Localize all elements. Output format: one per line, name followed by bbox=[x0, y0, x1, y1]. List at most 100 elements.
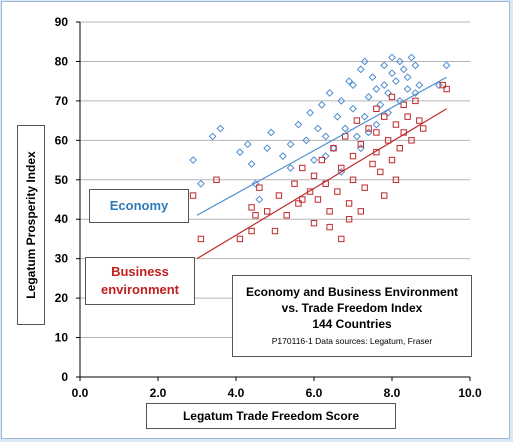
business-environment-point bbox=[349, 152, 357, 160]
business-environment-point bbox=[330, 145, 337, 152]
economy-point bbox=[384, 89, 393, 97]
business-environment-point bbox=[404, 113, 411, 120]
economy-point bbox=[411, 61, 420, 70]
business-environment-point bbox=[338, 164, 345, 172]
economy-point bbox=[345, 77, 354, 86]
economy-point bbox=[317, 100, 326, 109]
economy-point bbox=[321, 152, 330, 161]
chart-source-note: P170116-1 Data sources: Legatum, Fraser bbox=[271, 336, 433, 346]
business-environment-point bbox=[408, 137, 415, 144]
business-environment-point bbox=[392, 121, 400, 128]
business-environment-point bbox=[373, 105, 380, 112]
x-axis-label: Legatum Trade Freedom Score bbox=[182, 409, 360, 423]
economy-point bbox=[278, 152, 287, 161]
business-environment-point bbox=[357, 141, 365, 148]
economy-point bbox=[391, 77, 400, 86]
economy-point bbox=[380, 81, 389, 90]
x-tick-label: 8.0 bbox=[384, 386, 401, 400]
economy-point bbox=[384, 108, 393, 117]
economy-point bbox=[399, 65, 408, 74]
economy-point bbox=[310, 156, 318, 164]
chart-title-box: Economy and Business Environment vs. Tra… bbox=[232, 275, 472, 357]
business-environment-point bbox=[271, 227, 279, 235]
business-environment-point bbox=[439, 81, 446, 89]
business-environment-point bbox=[349, 176, 357, 183]
business-environment-point bbox=[381, 113, 388, 120]
business-environment-point bbox=[264, 208, 271, 215]
economy-point bbox=[352, 132, 361, 141]
economy-point bbox=[349, 81, 357, 90]
business-environment-point bbox=[365, 125, 372, 132]
chart-title: Economy and Business Environment bbox=[245, 285, 459, 299]
business-environment-point bbox=[213, 176, 220, 183]
business-environment-point bbox=[420, 125, 427, 132]
economy-point bbox=[395, 57, 404, 66]
economy-point bbox=[360, 57, 369, 66]
economy-point bbox=[263, 144, 272, 153]
business-environment-point bbox=[388, 93, 396, 101]
business-environment-point bbox=[314, 196, 322, 203]
business-environment-point bbox=[384, 137, 392, 144]
economy-point bbox=[286, 164, 295, 172]
business-environment-point bbox=[189, 192, 197, 199]
economy-point bbox=[372, 85, 381, 93]
economy-point bbox=[329, 144, 338, 153]
economy-point bbox=[403, 85, 412, 93]
economy-point bbox=[235, 148, 244, 157]
business-environment-label-box: Business environment bbox=[85, 257, 195, 305]
business-environment-point bbox=[369, 160, 376, 168]
economy-point bbox=[294, 120, 303, 129]
business-environment-point bbox=[381, 192, 388, 199]
business-label-line1: Business bbox=[111, 264, 169, 279]
business-environment-point bbox=[412, 97, 419, 105]
y-tick-label: 20 bbox=[55, 291, 69, 305]
business-environment-point bbox=[345, 216, 353, 223]
economy-point bbox=[325, 89, 334, 97]
business-environment-point bbox=[299, 164, 306, 172]
business-label-line2: environment bbox=[100, 282, 179, 297]
business-environment-point bbox=[306, 188, 314, 195]
business-environment-point bbox=[396, 145, 404, 152]
business-environment-point bbox=[373, 129, 380, 136]
business-environment-point bbox=[197, 235, 205, 243]
economy-point bbox=[442, 61, 451, 70]
economy-point bbox=[403, 73, 412, 82]
economy-point bbox=[368, 73, 377, 82]
y-axis-label: Legatum Prosperity Index bbox=[24, 151, 38, 299]
business-environment-point bbox=[392, 176, 400, 183]
economy-point bbox=[302, 136, 311, 145]
economy-point bbox=[286, 140, 295, 149]
economy-point bbox=[388, 53, 396, 62]
business-environment-point bbox=[361, 184, 368, 191]
economy-point bbox=[388, 69, 396, 78]
economy-point bbox=[255, 195, 264, 204]
economy-point bbox=[434, 81, 443, 90]
economy-point bbox=[267, 128, 276, 137]
x-tick-label: 10.0 bbox=[458, 386, 482, 400]
business-environment-point bbox=[345, 200, 353, 207]
economy-label-box: Economy bbox=[89, 189, 189, 223]
business-environment-point bbox=[388, 156, 396, 164]
economy-point bbox=[243, 140, 252, 149]
business-environment-point bbox=[377, 168, 384, 176]
business-environment-point bbox=[283, 212, 290, 219]
business-environment-point bbox=[400, 101, 407, 109]
y-axis-label-box: Legatum Prosperity Index bbox=[17, 125, 45, 325]
x-tick-label: 6.0 bbox=[306, 386, 323, 400]
economy-point bbox=[247, 160, 256, 168]
business-environment-point bbox=[310, 172, 318, 180]
economy-point bbox=[196, 179, 205, 188]
chart-title-line2: vs. Trade Freedom Index bbox=[281, 301, 423, 315]
y-tick-label: 10 bbox=[55, 331, 69, 345]
y-tick-label: 60 bbox=[55, 133, 69, 147]
y-tick-label: 70 bbox=[55, 94, 69, 108]
x-tick-label: 0.0 bbox=[72, 386, 89, 400]
business-environment-point bbox=[310, 219, 318, 227]
economy-point bbox=[321, 132, 330, 141]
business-environment-point bbox=[443, 85, 450, 93]
business-environment-point bbox=[248, 204, 255, 211]
x-tick-label: 4.0 bbox=[228, 386, 245, 400]
business-environment-point bbox=[295, 200, 302, 207]
business-environment-point bbox=[291, 180, 298, 187]
